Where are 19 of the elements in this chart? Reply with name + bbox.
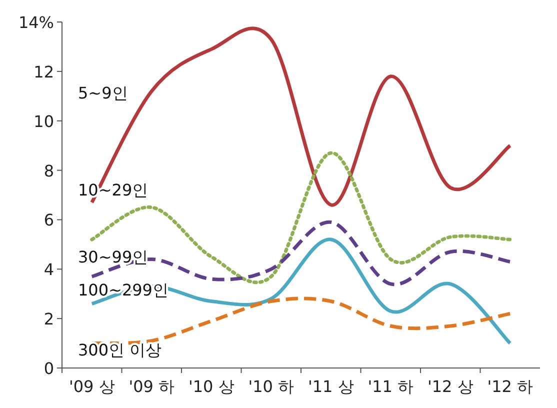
y-tick-label: 4 xyxy=(44,260,54,280)
y-tick-label: 2 xyxy=(44,310,54,329)
y-tick-label: 6 xyxy=(44,210,54,230)
x-tick-label: '12 하 xyxy=(487,377,534,396)
y-tick-label: 14% xyxy=(18,13,54,32)
x-tick-label: '09 상 xyxy=(68,377,115,396)
y-tick-label: 0 xyxy=(44,359,54,378)
y-tick-label: 12 xyxy=(34,62,54,82)
y-tick-label: 8 xyxy=(44,161,54,180)
x-tick-label: '11 상 xyxy=(308,377,354,396)
x-tick-label: '10 하 xyxy=(248,377,294,396)
y-tick-label: 10 xyxy=(34,112,54,131)
x-tick-label: '09 하 xyxy=(128,377,175,396)
series-label: 30~99인 xyxy=(78,248,148,267)
series-label: 5~9인 xyxy=(78,83,128,102)
x-tick-label: '10 상 xyxy=(188,377,234,396)
x-tick-label: '12 상 xyxy=(427,377,474,396)
x-tick-label: '11 하 xyxy=(368,377,414,396)
series-label: 300인 이상 xyxy=(78,340,162,360)
